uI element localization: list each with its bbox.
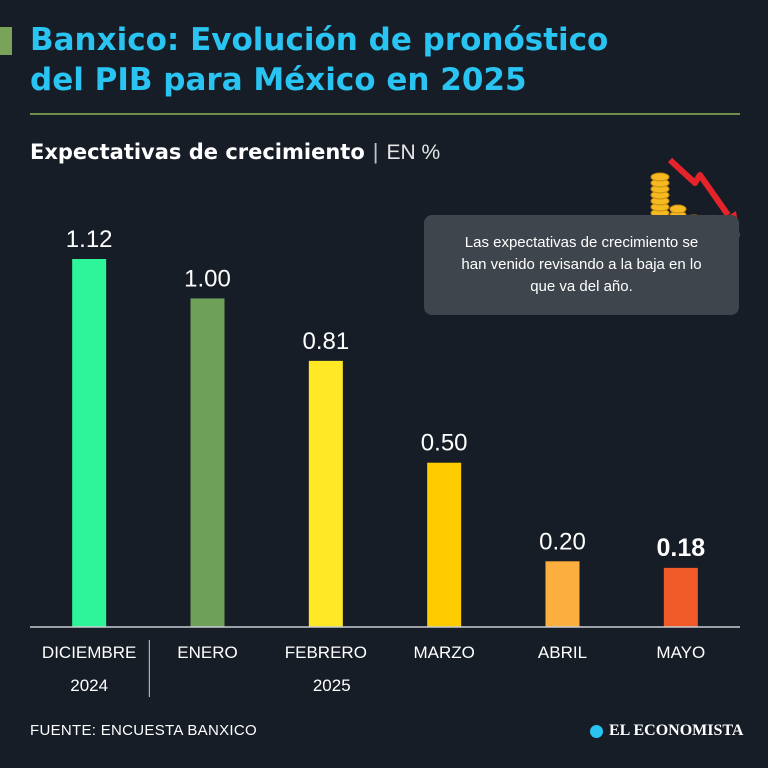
subtitle-separator: | — [372, 139, 379, 164]
chart-subtitle: Expectativas de crecimiento | EN % — [30, 137, 440, 168]
category-label: MAYO — [656, 643, 705, 662]
category-label: ENERO — [177, 643, 237, 662]
bar-mayo — [663, 567, 698, 627]
category-label: MARZO — [413, 643, 474, 662]
bar-diciembre — [72, 259, 107, 627]
value-label: 1.12 — [66, 226, 113, 253]
year-label: 2024 — [70, 676, 108, 695]
brand-logo: EL ECONOMISTA — [590, 722, 743, 740]
callout-text: Las expectativas de crecimiento se han v… — [461, 234, 702, 295]
year-label: 2025 — [313, 676, 351, 695]
brand-name: EL ECONOMISTA — [609, 722, 744, 739]
bar-febrero — [308, 360, 343, 627]
annotation-callout: Las expectativas de crecimiento se han v… — [424, 215, 739, 315]
title-divider — [30, 113, 740, 115]
value-label: 1.00 — [184, 265, 231, 292]
value-label: 0.20 — [539, 528, 586, 555]
category-label: ABRIL — [538, 643, 587, 662]
brand-mark-icon — [590, 724, 603, 738]
value-label: 0.18 — [656, 534, 705, 562]
bar-abril — [545, 561, 580, 627]
source-note: FUENTE: ENCUESTA BANXICO — [30, 722, 257, 739]
title-accent-bar — [0, 27, 12, 55]
category-label: FEBRERO — [285, 643, 367, 662]
chart-title: Banxico: Evolución de pronóstico del PIB… — [30, 20, 750, 100]
value-label: 0.50 — [421, 430, 468, 457]
category-label: DICIEMBRE — [42, 643, 136, 662]
value-label: 0.81 — [302, 328, 349, 355]
bar-enero — [190, 298, 225, 627]
title-line-2: del PIB para México en 2025 — [30, 62, 527, 98]
title-line-1: Banxico: Evolución de pronóstico — [30, 22, 609, 58]
bar-marzo — [427, 462, 462, 627]
subtitle-text: Expectativas de crecimiento — [30, 140, 365, 164]
unit-label: EN % — [386, 141, 441, 164]
